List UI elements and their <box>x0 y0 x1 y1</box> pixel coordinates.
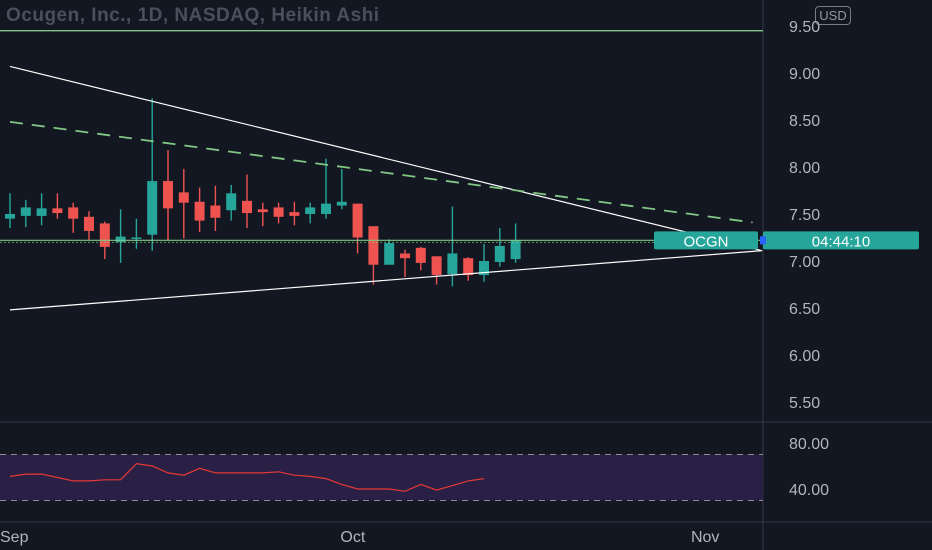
candle-body <box>321 203 331 214</box>
time-tick-label: Sep <box>0 529 29 546</box>
candle-body <box>510 240 521 260</box>
countdown-label: 04:44:10 <box>812 233 870 250</box>
time-axis[interactable]: Sep Oct Nov <box>0 529 719 546</box>
candle-body <box>20 207 31 216</box>
candle-series <box>5 98 521 287</box>
candle-body <box>289 212 300 216</box>
candle-body <box>5 214 15 219</box>
candle-body <box>226 193 237 211</box>
candle-body <box>384 243 395 265</box>
price-tick-label: 7.00 <box>789 254 820 271</box>
candle-body <box>99 223 110 247</box>
price-labels: OCGN 04:44:10 <box>654 231 919 250</box>
candle-body <box>336 201 347 206</box>
price-tick-label: 5.50 <box>789 395 820 412</box>
time-tick-label: Oct <box>340 529 365 546</box>
price-tick-label: 8.50 <box>789 113 820 130</box>
candle-body <box>36 208 47 216</box>
price-tick-label: 9.00 <box>789 66 820 83</box>
candle-body <box>415 247 426 263</box>
candle-body <box>147 181 158 235</box>
lower-trendline <box>9 250 763 311</box>
candle-body <box>52 208 63 214</box>
candle-body <box>305 207 316 214</box>
price-tick-label: 7.50 <box>789 207 820 224</box>
upper-trendline <box>9 65 763 252</box>
trendline-overlays <box>0 30 763 311</box>
candle-body <box>463 258 474 276</box>
price-axis[interactable]: 9.50 9.00 8.50 8.00 7.50 7.00 6.50 6.00 5.50 80.0… <box>789 19 829 499</box>
price-tick-label: 9.50 <box>789 19 820 36</box>
chart-title: Ocugen, Inc., 1D, NASDAQ, Heikin Ashi <box>6 5 380 26</box>
rsi-band <box>0 454 763 501</box>
candle-body <box>257 209 268 213</box>
candle-body <box>84 216 94 231</box>
rsi-tick-label: 80.00 <box>789 436 829 453</box>
candle-body <box>447 253 458 275</box>
candle-body <box>479 261 489 276</box>
rsi-line <box>9 463 485 492</box>
price-marker <box>760 236 766 245</box>
symbol-tag <box>654 231 758 250</box>
countdown-tag <box>763 231 919 250</box>
candle-body <box>163 181 173 209</box>
candle-body <box>431 256 442 276</box>
time-tick-label: Nov <box>691 529 719 546</box>
candle-body <box>131 237 142 239</box>
candle-body <box>352 203 363 238</box>
currency-button[interactable]: USD <box>815 6 851 25</box>
candle-body <box>368 226 379 265</box>
price-tick-label: 6.00 <box>789 348 820 365</box>
candle-body <box>194 201 205 221</box>
candle-body <box>494 245 505 262</box>
rsi-tick-label: 40.00 <box>789 482 829 499</box>
dashed-trendline <box>9 120 753 224</box>
candle-body <box>242 200 252 214</box>
candle-body <box>400 253 410 259</box>
candle-body <box>210 205 221 218</box>
symbol-tag-label: OCGN <box>684 233 729 250</box>
price-tick-label: 6.50 <box>789 301 820 318</box>
candle-body <box>68 207 79 219</box>
price-tick-label: 8.00 <box>789 160 820 177</box>
rsi-panel <box>0 454 763 501</box>
candle-body <box>273 207 284 217</box>
candle-body <box>178 192 189 203</box>
candle-body <box>115 236 126 243</box>
